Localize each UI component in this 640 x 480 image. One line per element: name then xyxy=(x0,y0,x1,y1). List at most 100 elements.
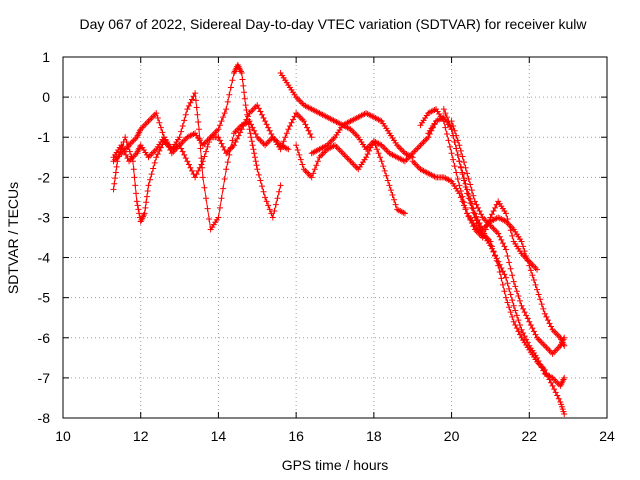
data-point xyxy=(386,182,393,189)
data-point xyxy=(134,202,141,209)
data-point xyxy=(462,206,469,213)
data-point xyxy=(252,131,259,138)
data-point xyxy=(485,218,492,225)
data-point xyxy=(248,121,255,128)
data-point xyxy=(255,171,262,178)
data-point xyxy=(544,317,551,324)
data-point xyxy=(380,163,387,170)
data-point xyxy=(112,169,119,176)
data-point xyxy=(196,126,202,133)
data-point xyxy=(370,138,377,145)
data-point xyxy=(305,127,312,134)
data-point xyxy=(272,201,279,208)
data-point xyxy=(442,110,449,117)
data-point xyxy=(195,118,202,125)
data-point xyxy=(464,186,471,193)
data-point xyxy=(387,187,394,194)
y-tick-label: -7 xyxy=(38,370,51,386)
data-point xyxy=(476,220,483,227)
data-point xyxy=(151,159,158,166)
data-point xyxy=(265,202,272,209)
data-point xyxy=(499,281,506,288)
data-point xyxy=(299,161,306,168)
data-point xyxy=(476,208,483,215)
data-point xyxy=(502,294,509,301)
data-point xyxy=(538,301,545,308)
data-point xyxy=(518,302,525,309)
data-point xyxy=(244,113,251,120)
data-point xyxy=(153,154,160,161)
data-point xyxy=(274,195,281,202)
data-point xyxy=(509,272,516,279)
data-point xyxy=(520,305,527,312)
data-point xyxy=(447,122,454,129)
data-point xyxy=(181,151,188,158)
data-point xyxy=(265,124,272,131)
data-point xyxy=(504,216,511,223)
data-point xyxy=(513,312,520,319)
data-point xyxy=(202,195,209,202)
data-point xyxy=(141,210,148,217)
y-tick-label: -5 xyxy=(38,290,51,306)
data-point xyxy=(496,261,503,268)
data-point xyxy=(204,205,211,212)
data-point xyxy=(241,119,248,126)
data-point xyxy=(248,138,255,145)
data-point xyxy=(202,148,209,155)
data-point xyxy=(465,191,472,198)
data-point xyxy=(506,304,513,311)
series-line xyxy=(113,63,282,220)
data-point xyxy=(215,126,222,133)
data-point xyxy=(262,194,269,201)
data-point xyxy=(182,155,189,162)
data-point xyxy=(448,118,455,125)
data-point xyxy=(227,84,234,91)
data-point xyxy=(467,216,474,223)
data-point xyxy=(189,167,196,174)
data-point xyxy=(524,315,531,322)
data-point xyxy=(484,222,491,229)
data-point xyxy=(524,339,531,346)
data-point xyxy=(243,116,250,123)
data-point xyxy=(144,187,151,194)
data-point xyxy=(253,162,260,169)
data-point xyxy=(254,102,261,109)
data-point xyxy=(111,180,118,187)
data-point xyxy=(196,135,203,142)
data-point xyxy=(456,142,463,149)
data-point xyxy=(513,325,520,332)
data-point xyxy=(161,134,168,141)
data-point xyxy=(179,122,186,129)
data-point xyxy=(243,106,250,113)
data-point xyxy=(381,167,388,174)
data-point xyxy=(192,90,199,97)
data-point xyxy=(468,200,475,207)
data-point xyxy=(537,296,544,303)
data-point xyxy=(498,275,505,282)
data-point xyxy=(230,142,237,149)
data-point xyxy=(159,129,166,136)
data-point xyxy=(445,137,452,144)
data-point xyxy=(247,130,254,137)
data-point xyxy=(468,187,475,194)
data-point xyxy=(293,142,300,149)
series-pass-10 xyxy=(448,118,568,357)
data-point xyxy=(286,122,293,129)
data-point xyxy=(450,122,457,129)
data-point xyxy=(240,122,247,129)
data-point xyxy=(461,159,468,166)
data-point xyxy=(451,127,458,134)
data-point xyxy=(198,155,205,162)
data-point xyxy=(372,142,379,149)
data-point xyxy=(215,214,222,221)
data-point xyxy=(190,93,197,100)
data-point xyxy=(540,367,547,374)
data-point xyxy=(238,70,245,77)
data-point xyxy=(496,268,503,275)
data-point xyxy=(220,143,227,150)
plot-series xyxy=(110,62,568,417)
data-point xyxy=(178,128,185,135)
data-point xyxy=(189,96,196,103)
data-point xyxy=(229,77,236,84)
